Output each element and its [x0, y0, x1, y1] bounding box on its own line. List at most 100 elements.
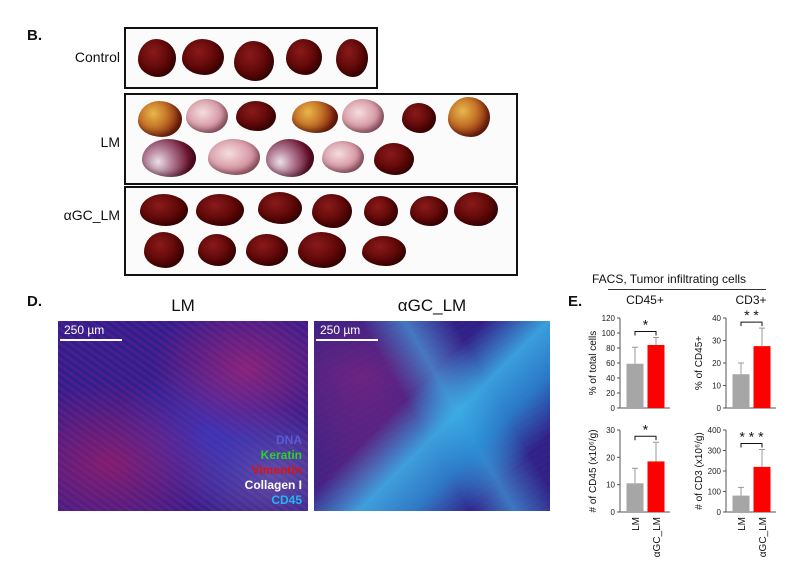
micro-title-agc-lm: αGC_LM: [397, 296, 467, 315]
liver-specimen: [138, 39, 176, 77]
legend-cd45: CD45: [271, 493, 302, 507]
row-label-lm: LM: [100, 134, 120, 150]
panel-b-label: B.: [27, 27, 42, 44]
chart-cd45-percent: CD45+ 0 20 40 60 80 100 120% of total cells *: [588, 293, 670, 413]
x-category-label: αGC_LM: [652, 517, 663, 557]
panel-e-label: E.: [568, 293, 583, 310]
liver-specimen: [402, 103, 436, 133]
y-tick-label: 0: [611, 508, 616, 517]
liver-specimen: [144, 232, 184, 268]
row-label-agc-lm: αGC_LM: [63, 207, 120, 223]
liver-specimen: [286, 39, 322, 75]
liver-specimen: [182, 39, 224, 75]
liver-specimen: [312, 194, 352, 228]
liver-specimen: [364, 196, 398, 226]
liver-specimen: [208, 139, 260, 175]
y-tick-label: 0: [717, 404, 722, 413]
y-tick-label: 0: [717, 508, 722, 517]
y-axis-label: % of total cells: [588, 331, 599, 395]
y-tick-label: 40: [712, 314, 721, 323]
liver-specimen: [342, 99, 384, 133]
chart-title: CD45+: [626, 293, 664, 307]
significance-bracket: [634, 435, 657, 441]
y-tick-label: 300: [708, 447, 722, 456]
y-axis-label: # of CD45 (x10⁶/g): [588, 429, 599, 512]
bar-lm: [626, 483, 644, 512]
legend-dna: DNA: [276, 433, 302, 447]
y-tick-label: 0: [611, 404, 616, 413]
x-category-label: LM: [631, 517, 642, 531]
legend-vimentin: Vimentin: [251, 463, 302, 477]
legend-collagen: Collagen I: [244, 478, 302, 492]
control-liver-tray: [124, 27, 378, 89]
panel-e-header: FACS, Tumor infiltrating cells: [592, 272, 747, 286]
y-tick-label: 20: [712, 359, 721, 368]
chart-cd3-percent: CD3+ 0 10 20 30 40 % of CD45+ * *: [694, 293, 776, 413]
bar-agc-lm: [647, 345, 665, 408]
liver-specimen: [454, 192, 498, 226]
liver-specimen: [298, 232, 346, 268]
y-tick-label: 40: [606, 374, 615, 383]
significance-stars: * *: [744, 307, 759, 323]
liver-specimen: [336, 39, 368, 77]
liver-specimen: [236, 101, 276, 131]
liver-specimen: [186, 99, 228, 133]
liver-specimen: [138, 101, 182, 137]
y-tick-label: 400: [708, 426, 722, 435]
y-tick-label: 60: [606, 359, 615, 368]
x-category-label: αGC_LM: [758, 517, 769, 557]
liver-specimen: [196, 194, 244, 226]
bar-agc-lm: [753, 466, 771, 512]
agc-lm-fluorescence-image: 250 µm: [314, 321, 550, 511]
scale-bar-label: 250 µm: [320, 323, 361, 337]
significance-bracket: [740, 442, 763, 448]
significance-bracket: [634, 331, 657, 336]
y-tick-label: 30: [712, 337, 721, 346]
y-tick-label: 100: [708, 488, 722, 497]
panel-e-header-rule: [608, 289, 766, 290]
liver-specimen: [198, 234, 236, 266]
marker-legend: DNA Keratin Vimentin Collagen I CD45: [245, 433, 302, 508]
liver-specimen: [266, 139, 314, 177]
significance-bracket: [740, 321, 763, 327]
scale-bar-label: 250 µm: [64, 323, 105, 337]
y-axis-label: % of CD45+: [694, 336, 705, 390]
legend-keratin: Keratin: [260, 448, 302, 462]
liver-specimen: [246, 234, 288, 266]
y-tick-label: 120: [602, 314, 616, 323]
liver-specimen: [140, 194, 188, 226]
x-category-label: LM: [737, 517, 748, 531]
liver-specimen: [292, 101, 338, 133]
scale-bar: [316, 339, 378, 341]
y-tick-label: 10: [712, 382, 721, 391]
y-axis-label: # of CD3 (x10⁶/g): [694, 432, 705, 509]
liver-specimen: [322, 141, 364, 173]
y-tick-label: 80: [606, 344, 615, 353]
liver-specimen: [258, 192, 302, 224]
bar-agc-lm: [647, 461, 665, 512]
y-tick-label: 200: [708, 467, 722, 476]
significance-stars: *: [643, 421, 649, 437]
lm-fluorescence-image: 250 µm DNA Keratin Vimentin Collagen I C…: [58, 321, 308, 511]
y-tick-label: 30: [606, 426, 615, 435]
y-tick-label: 20: [606, 453, 615, 462]
y-tick-label: 20: [606, 389, 615, 398]
lm-liver-tray: [124, 93, 518, 185]
row-label-control: Control: [74, 49, 120, 65]
significance-stars: * * *: [739, 428, 764, 444]
chart-cd45-count: 0 10 20 30 # of CD45 (x10⁶/g) * LM αGC_LM: [588, 421, 670, 557]
chart-title: CD3+: [735, 293, 766, 307]
liver-specimen: [410, 196, 448, 226]
bar-agc-lm: [753, 346, 771, 408]
liver-specimen: [374, 143, 414, 175]
bar-lm: [732, 374, 750, 408]
panel-d-label: D.: [27, 293, 42, 310]
bar-lm: [626, 363, 644, 408]
y-tick-label: 100: [602, 329, 616, 338]
y-tick-label: 10: [606, 481, 615, 490]
scale-bar: [60, 339, 122, 341]
liver-specimen: [448, 97, 490, 137]
liver-specimen: [234, 41, 274, 81]
micro-title-lm: LM: [171, 296, 195, 315]
